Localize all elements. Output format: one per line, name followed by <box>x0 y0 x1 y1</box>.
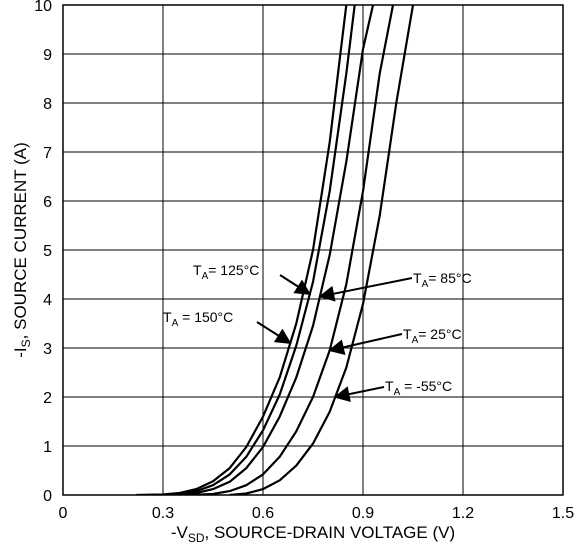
y-tick-label: 9 <box>43 47 52 64</box>
annotation-arrow <box>333 386 385 402</box>
annotation-arrow <box>256 321 292 344</box>
series-annotation-label: TA = -55°C <box>385 378 452 398</box>
x-tick-label: 0.3 <box>152 505 174 522</box>
series-line <box>189 5 395 495</box>
annotations: TA = 150°C TA= 125°C TA= 85°C TA= 25°C TA = … <box>163 262 472 402</box>
plot-border <box>62 4 564 496</box>
x-tick-label: 0.9 <box>352 505 374 522</box>
y-tick-label: 10 <box>34 0 52 15</box>
y-tick-label: 5 <box>43 243 52 260</box>
y-tick-label: 2 <box>43 390 52 407</box>
series-annotation-label: TA= 125°C <box>193 262 259 282</box>
x-axis-title: -VSD, SOURCE-DRAIN VOLTAGE (V) <box>171 523 455 545</box>
x-tick-labels: 0 0.3 0.6 0.9 1.2 1.5 <box>59 505 575 522</box>
annotation-arrow <box>279 274 312 295</box>
y-tick-label: 0 <box>43 488 52 505</box>
y-tick-label: 4 <box>43 292 52 309</box>
y-tick-label: 1 <box>43 439 52 456</box>
x-tick-label: 0 <box>59 505 68 522</box>
y-tick-labels: 0 1 2 3 4 5 6 7 8 9 10 <box>34 0 52 505</box>
series-layer <box>136 5 415 495</box>
series-line <box>162 5 375 495</box>
y-tick-label: 7 <box>43 145 52 162</box>
x-tick-label: 0.6 <box>252 505 274 522</box>
y-axis-title: -IS, SOURCE CURRENT (A) <box>11 142 33 358</box>
x-tick-label: 1.2 <box>452 505 474 522</box>
series-annotation-label: TA = 150°C <box>163 309 233 329</box>
y-tick-label: 3 <box>43 341 52 358</box>
annotation-arrow <box>328 333 403 356</box>
series-line <box>229 5 415 495</box>
y-tick-label: 8 <box>43 96 52 113</box>
x-tick-label: 1.5 <box>552 505 574 522</box>
plot-frame <box>62 4 564 496</box>
y-tick-label: 6 <box>43 194 52 211</box>
series-annotation-label: TA= 25°C <box>403 326 462 346</box>
series-annotation-label: TA= 85°C <box>413 270 472 290</box>
annotation-arrow <box>318 277 413 302</box>
